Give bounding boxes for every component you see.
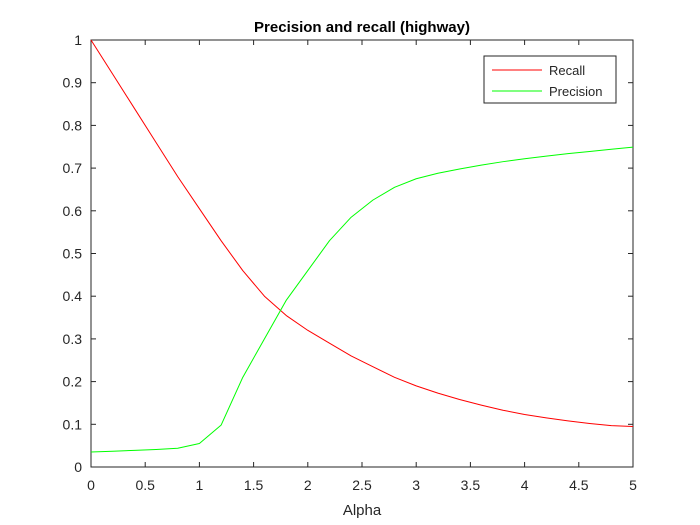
x-tick-label: 0.5 <box>135 477 155 493</box>
recall-line <box>90 39 634 427</box>
x-tick-label: 4.5 <box>569 477 589 493</box>
x-tick-label: 1 <box>196 477 204 493</box>
legend-label-precision: Precision <box>549 84 602 99</box>
y-tick-label: 0.5 <box>63 246 83 262</box>
x-tick-label: 2.5 <box>352 477 372 493</box>
x-tick-label: 2 <box>304 477 312 493</box>
x-axis-label: Alpha <box>343 502 382 519</box>
axes-box <box>90 39 634 468</box>
x-tick-label: 4 <box>521 477 529 493</box>
x-tick-label: 3 <box>412 477 420 493</box>
y-tick-label: 0.4 <box>63 288 83 304</box>
chart-title: Precision and recall (highway) <box>254 19 470 36</box>
y-tick-label: 0.6 <box>63 203 83 219</box>
y-tick-label: 0 <box>74 459 82 475</box>
x-tick-label: 1.5 <box>244 477 264 493</box>
y-tick-label: 1 <box>74 32 82 48</box>
y-tick-label: 0.3 <box>63 331 83 347</box>
y-tick-label: 0.8 <box>63 117 83 133</box>
y-tick-label: 0.9 <box>63 75 83 91</box>
y-tick-label: 0.2 <box>63 374 83 390</box>
y-tick-label: 0.1 <box>63 416 83 432</box>
legend-label-recall: Recall <box>549 63 585 78</box>
x-tick-label: 3.5 <box>461 477 481 493</box>
precision-line <box>90 146 634 453</box>
legend: Recall Precision <box>483 55 617 104</box>
plot-area: 0 0.5 1 1.5 2 2.5 3 3.5 4 4.5 5 0 0.1 0.2 0.3 0.4 0.5 0.6… <box>63 32 638 493</box>
y-tick-label: 0.7 <box>63 160 83 176</box>
x-tick-label: 5 <box>629 477 637 493</box>
legend-box <box>483 55 617 104</box>
x-tick-label: 0 <box>87 477 95 493</box>
